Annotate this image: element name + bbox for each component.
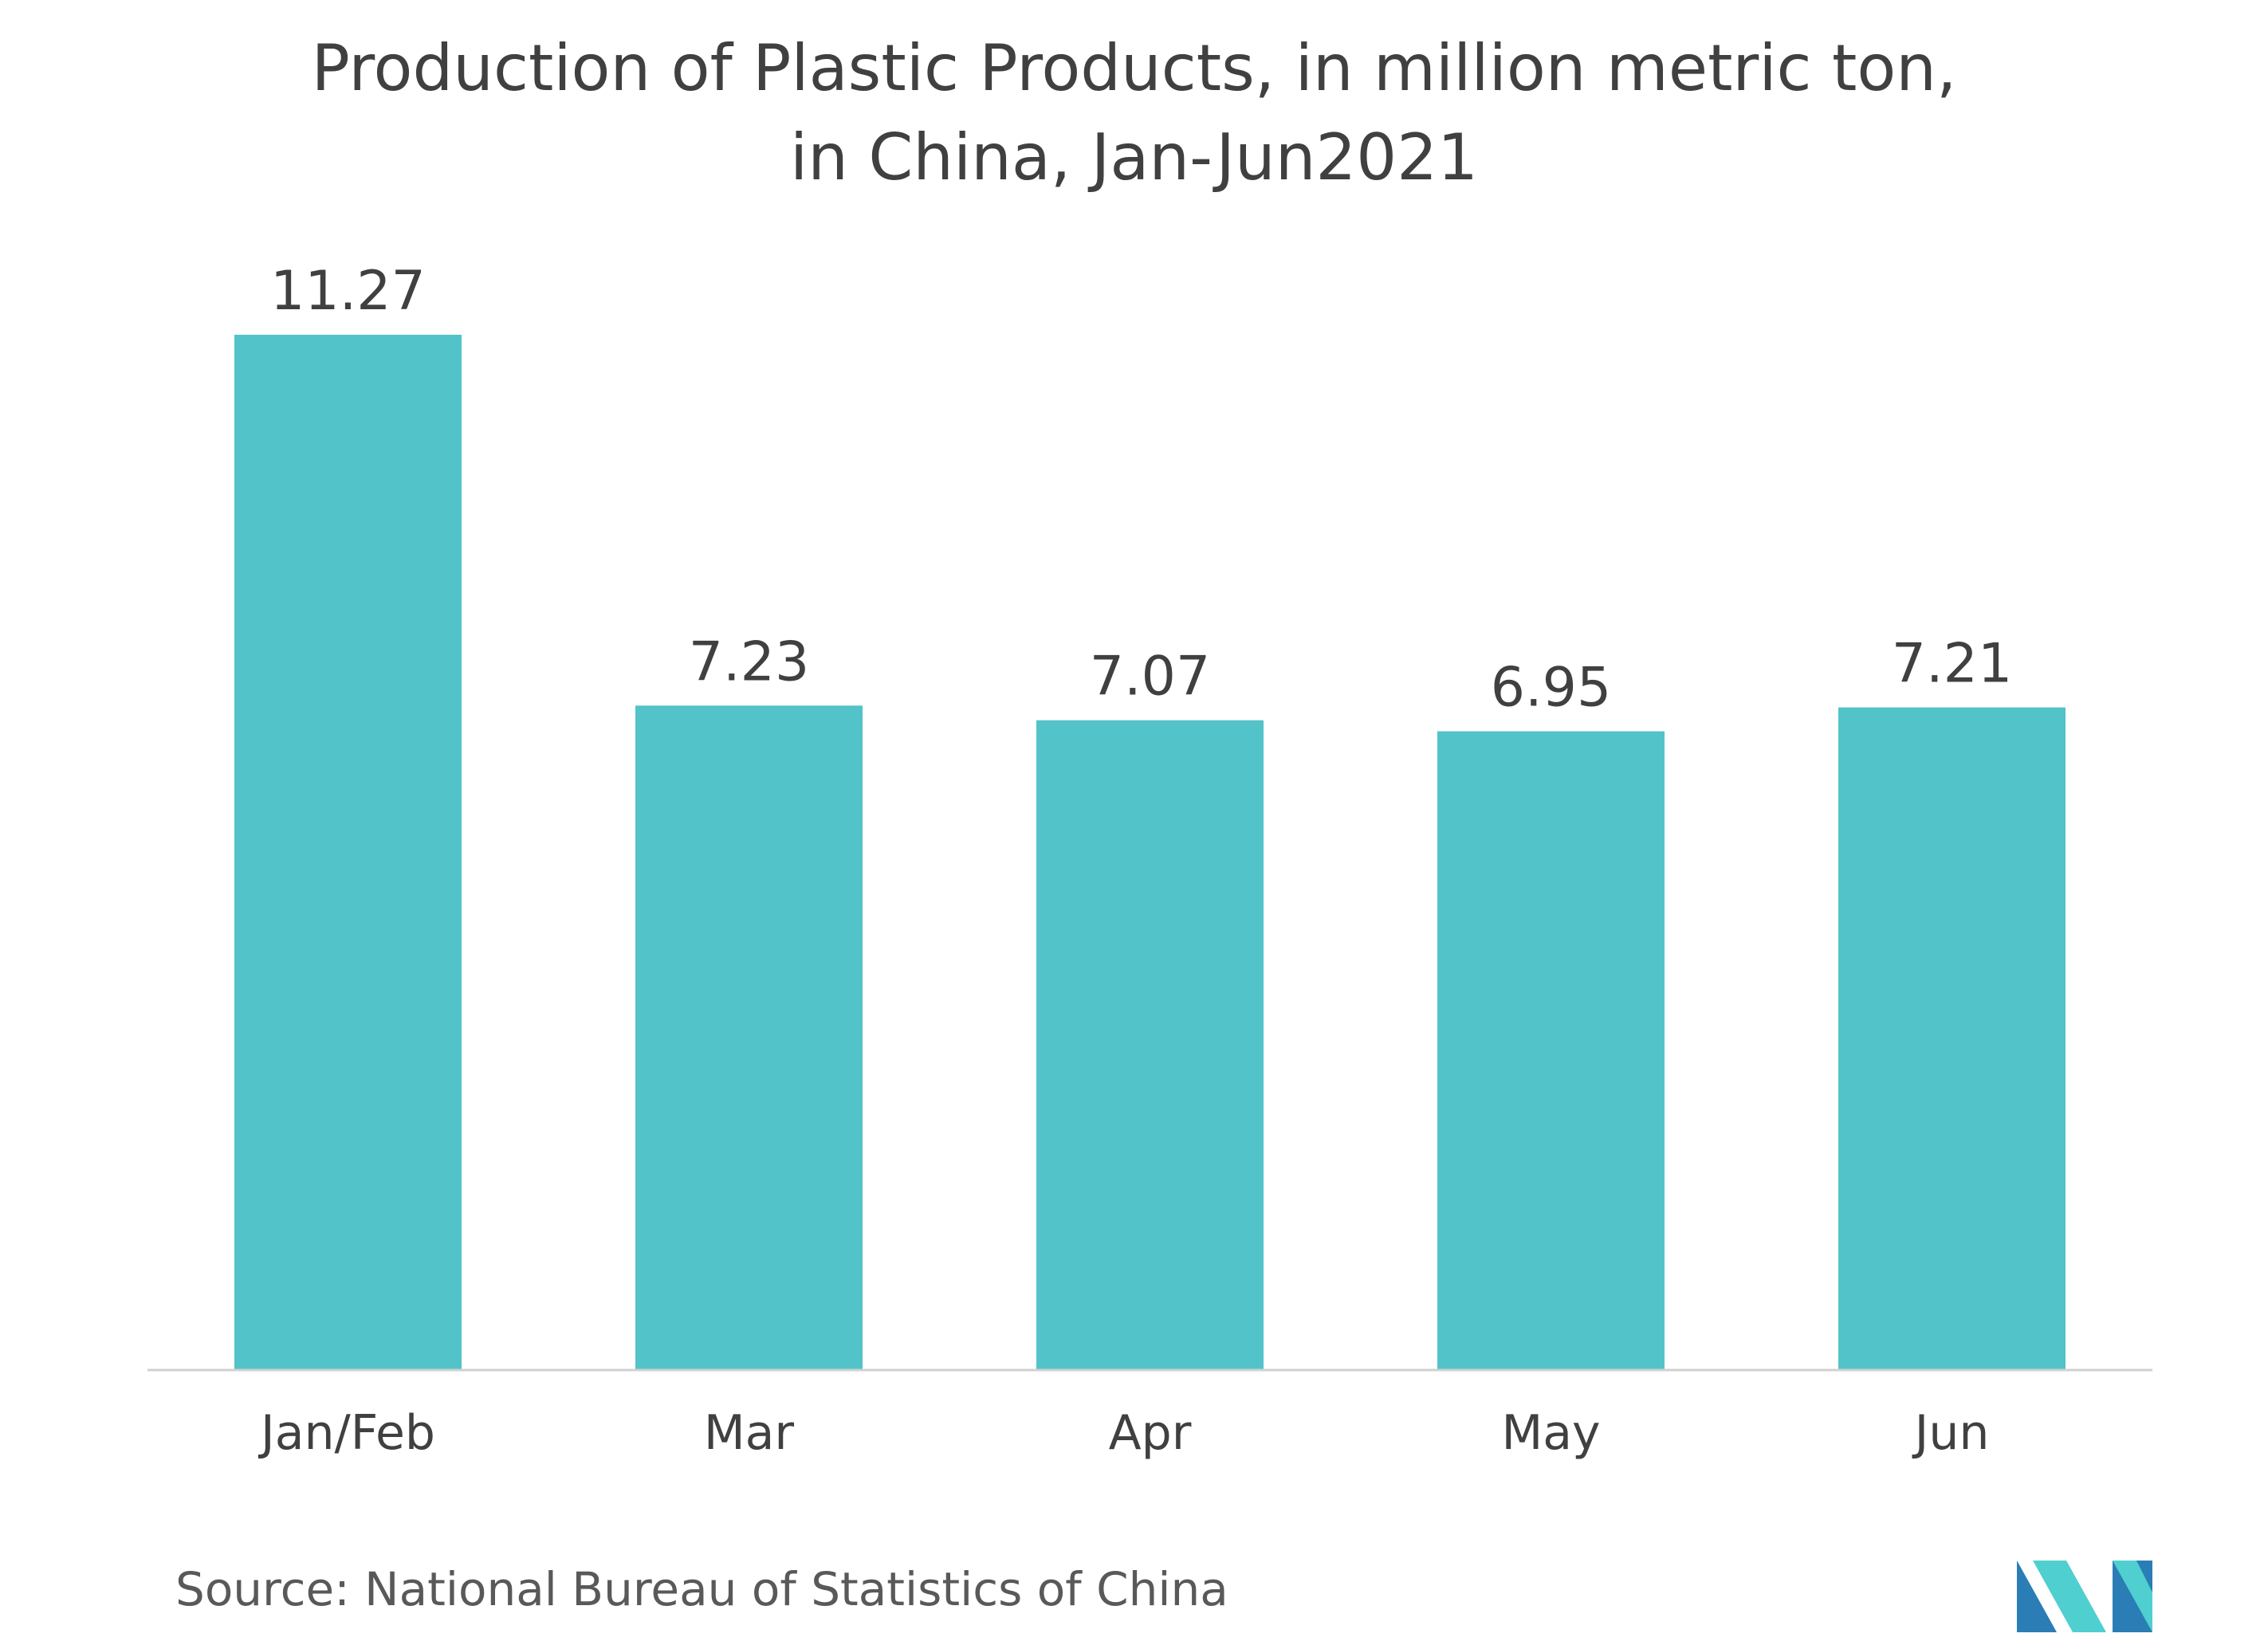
bar-0 <box>234 335 462 1369</box>
bars-layer <box>234 335 2066 1369</box>
logo-right-accent <box>2113 1561 2152 1632</box>
bar-3 <box>1437 731 1665 1369</box>
x-tick-label-3: May <box>1501 1405 1600 1461</box>
bar-value-label-0: 11.27 <box>270 260 426 323</box>
bar-value-label-4: 7.21 <box>1892 633 2012 696</box>
chart-title-line-2: in China, Jan-Jun2021 <box>790 120 1478 194</box>
bar-1 <box>635 705 863 1369</box>
x-tick-label-2: Apr <box>1109 1405 1192 1461</box>
logo-left-shape <box>2017 1561 2057 1632</box>
bar-value-label-2: 7.07 <box>1090 646 1210 709</box>
chart-title: Production of Plastic Products, in milli… <box>0 24 2268 202</box>
x-tick-label-1: Mar <box>704 1405 795 1461</box>
bar-value-label-1: 7.23 <box>689 630 809 693</box>
source-note: Source: National Bureau of Statistics of… <box>175 1562 1228 1616</box>
x-tick-label-0: Jan/Feb <box>257 1405 435 1461</box>
bar-2 <box>1036 720 1264 1369</box>
x-tick-label-4: Jun <box>1912 1405 1990 1461</box>
bar-4 <box>1838 707 2066 1369</box>
bar-chart: 11.27 7.23 7.07 6.95 7.21 Jan/Feb Mar Apr May Ju… <box>147 260 2152 1461</box>
bar-value-label-3: 6.95 <box>1491 657 1611 720</box>
logo-mid-shape <box>2033 1561 2106 1632</box>
mordor-intelligence-logo-icon <box>2017 1561 2152 1632</box>
chart-title-line-1: Production of Plastic Products, in milli… <box>311 31 1957 105</box>
value-labels-layer: 11.27 7.23 7.07 6.95 7.21 <box>270 260 2012 720</box>
tick-labels-layer: Jan/Feb Mar Apr May Jun <box>257 1405 1989 1461</box>
